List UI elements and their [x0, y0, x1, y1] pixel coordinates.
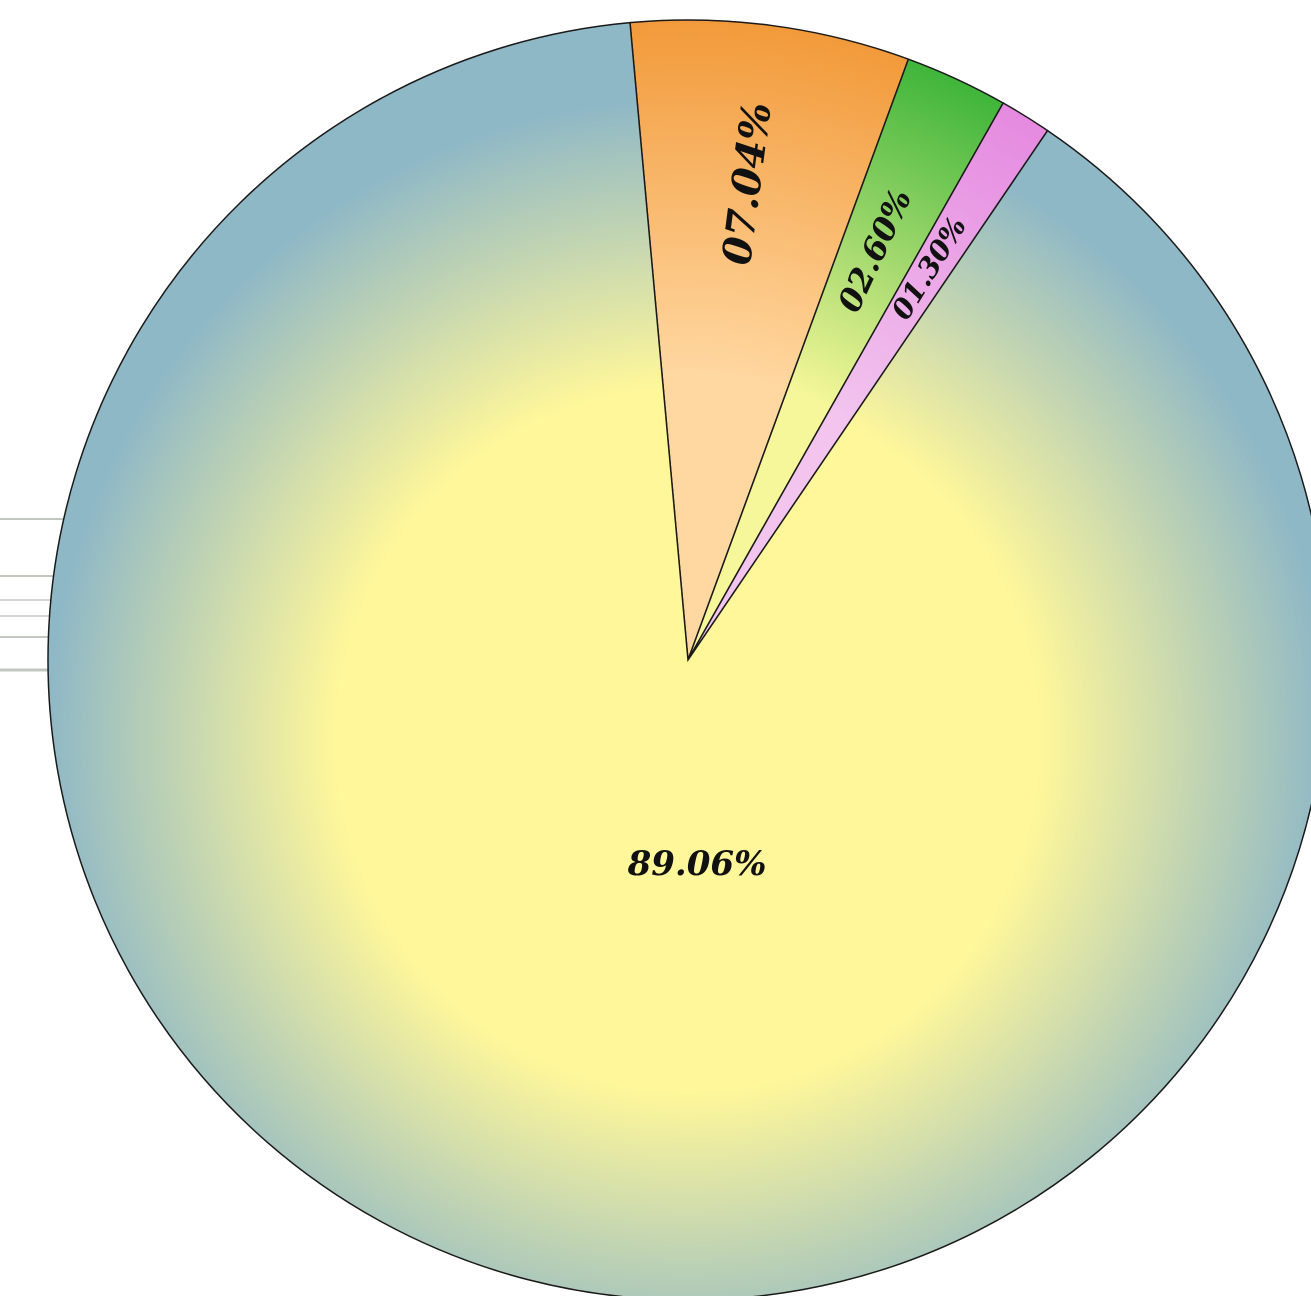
pie-slice-label: 89.06% [627, 844, 767, 884]
pie-slice-07-04pct [629, 19, 910, 661]
pie-slice-89-06pct [47, 21, 1311, 1296]
pie-slices [47, 19, 1311, 1296]
